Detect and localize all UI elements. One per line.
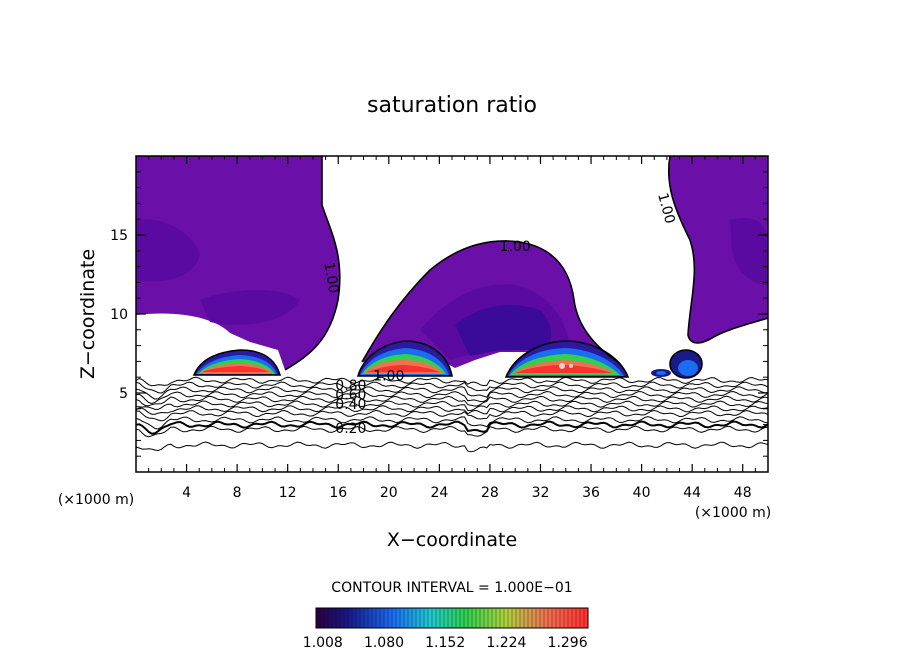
x-tick-label: 4	[182, 485, 191, 501]
contour-label: 0.20	[335, 421, 366, 437]
contour-label: 1.00	[373, 369, 404, 385]
x-axis-label: X−coordinate	[387, 529, 517, 551]
x-tick-label: 16	[329, 485, 347, 501]
x-unit-label-right: (×1000 m)	[695, 505, 771, 521]
x-tick-label: 32	[532, 485, 550, 501]
contour-line	[136, 395, 768, 407]
contour-line	[136, 376, 768, 387]
contour-label: 0.60	[335, 388, 366, 404]
contour-label: 0.80	[335, 378, 366, 394]
updraft-core-left	[194, 350, 280, 375]
y-axis: 5 10 15	[110, 171, 768, 457]
x-tick-label: 8	[233, 485, 242, 501]
contour-label: 0.40	[335, 397, 366, 413]
colorbar-tick-label: 1.224	[486, 635, 526, 651]
contour-lines-subsaturated	[136, 376, 768, 453]
contour-line	[136, 386, 768, 400]
contour-line	[136, 425, 768, 438]
y-tick-label: 5	[119, 386, 128, 402]
colorbar-stripes	[315, 608, 589, 628]
contour-line	[136, 390, 768, 405]
x-tick-label: 12	[279, 485, 297, 501]
y-tick-label: 15	[110, 228, 128, 244]
x-tick-label: 48	[734, 485, 752, 501]
colorbar-labels: 1.008 1.080 1.152 1.224 1.296	[303, 635, 588, 651]
x-tick-label: 40	[633, 485, 651, 501]
updraft-core-right	[506, 341, 628, 377]
y-tick-label: 10	[110, 307, 128, 323]
contour-interval-label: CONTOUR INTERVAL = 1.000E−01	[331, 580, 572, 596]
x-tick-label: 36	[582, 485, 600, 501]
x-tick-label: 28	[481, 485, 499, 501]
contour-line	[136, 409, 768, 422]
colorbar-tick-label: 1.296	[548, 635, 588, 651]
chart-title: saturation ratio	[367, 93, 537, 118]
contour-line	[136, 400, 768, 412]
upper-saturated-center	[362, 240, 618, 368]
contour-labels: 1.00 1.00 1.00 1.00 0.800.600.40 0.20	[320, 191, 677, 436]
small-cell	[651, 350, 702, 378]
x-unit-label-left: (×1000 m)	[58, 492, 134, 508]
x-tick-label: 24	[430, 485, 448, 501]
contour-line	[136, 405, 768, 415]
contour-line	[136, 381, 768, 394]
x-tick-label: 44	[683, 485, 701, 501]
contour-label: 1.00	[500, 239, 531, 255]
x-axis: 4 8 12 16 20 24 28 32 36 40 44 48	[148, 156, 756, 501]
colorbar-tick-label: 1.008	[303, 635, 343, 651]
contour-label: 1.00	[320, 261, 341, 294]
upper-saturated-left	[136, 156, 340, 370]
contour-label: 1.00	[654, 191, 678, 225]
x-tick-label: 20	[380, 485, 398, 501]
colorbar-tick-label: 1.080	[364, 635, 404, 651]
contour-line	[136, 420, 768, 435]
contour-lines-saturation	[192, 156, 768, 379]
y-axis-label: Z−coordinate	[77, 249, 99, 379]
contour-line	[136, 416, 768, 430]
colorbar: 1.008 1.080 1.152 1.224 1.296	[303, 607, 589, 651]
updraft-core-center	[358, 341, 452, 376]
plot-area	[136, 156, 768, 472]
colorbar-tick-label: 1.152	[425, 635, 465, 651]
contour-line	[136, 441, 768, 453]
